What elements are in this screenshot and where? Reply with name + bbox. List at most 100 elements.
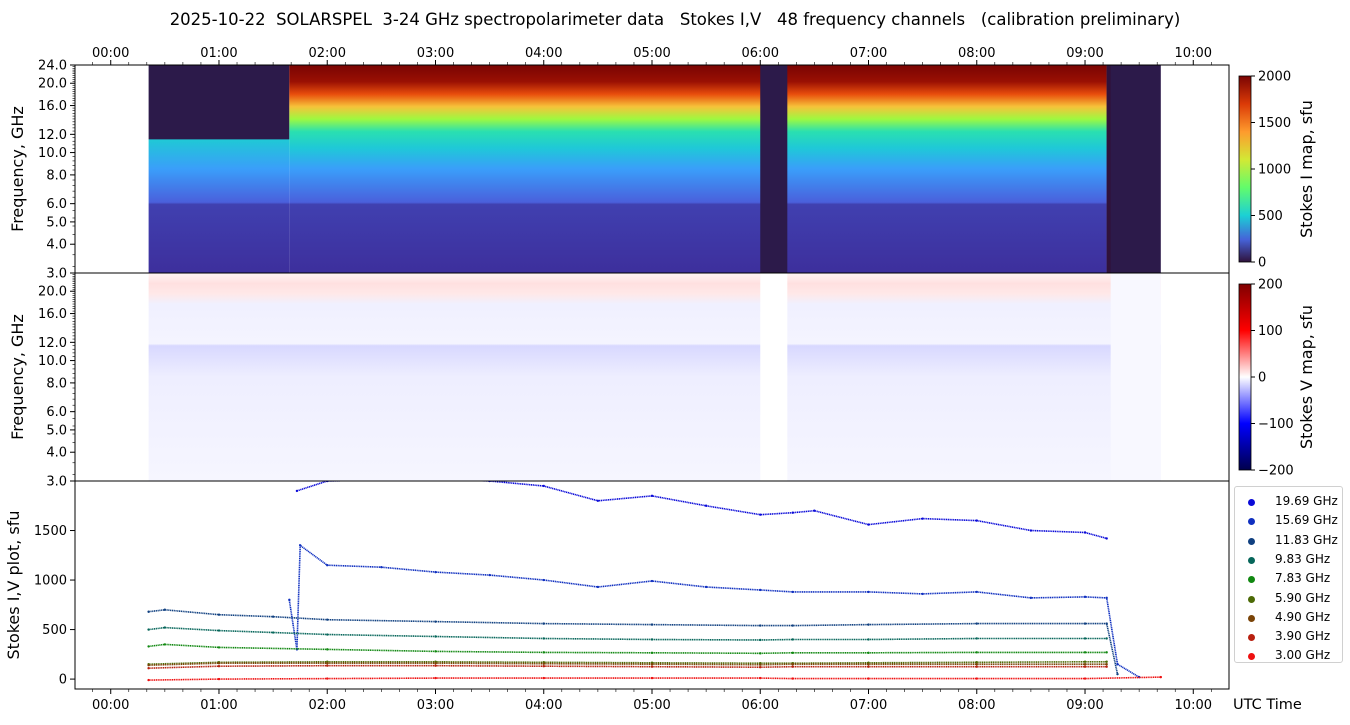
series-6-point-5 xyxy=(650,663,654,666)
xaxis-label: UTC Time xyxy=(1233,697,1302,713)
legend-marker xyxy=(1248,634,1255,642)
figure-title: 2025-10-22 SOLARSPEL 3-24 GHz spectropol… xyxy=(169,10,1181,29)
stokes-v-colorbar xyxy=(1238,283,1252,471)
series-1-point-16 xyxy=(1029,596,1033,600)
bottom-xtick-label-9: 09:00 xyxy=(1066,698,1103,713)
series-line-3 xyxy=(148,626,1107,641)
series-3-point-3 xyxy=(271,631,275,634)
legend-marker xyxy=(1248,576,1255,584)
series-1-point-15 xyxy=(975,590,978,594)
legend-item: 9.83 GHz xyxy=(1235,551,1343,570)
series-0-point-6 xyxy=(650,494,654,498)
series-0-point-9 xyxy=(791,511,794,514)
series-8-point-6 xyxy=(759,676,762,680)
legend-item: 15.69 GHz xyxy=(1235,512,1343,531)
legend-label: 7.83 GHz xyxy=(1275,571,1331,586)
stokes-v-ytick-label-8: 3.0 xyxy=(46,475,67,490)
series-8-point-3 xyxy=(434,676,437,680)
series-8-point-11 xyxy=(1159,675,1162,679)
stokes-v-ytick-label-1: 16.0 xyxy=(38,307,67,322)
series-5-point-10 xyxy=(1083,660,1087,663)
legend-marker xyxy=(1248,537,1255,545)
legend-label: 3.00 GHz xyxy=(1275,648,1331,663)
series-7-point-7 xyxy=(791,665,794,668)
series-4-point-6 xyxy=(650,651,654,655)
stokes-i-cbar-tick-label-2: 1000 xyxy=(1258,163,1291,178)
stokes-i-cbar-tick-label-1: 500 xyxy=(1258,209,1283,224)
profiles-panel xyxy=(74,480,1230,690)
series-7-point-2 xyxy=(326,664,329,667)
top-xtick-label-2: 02:00 xyxy=(309,46,346,61)
series-6-point-6 xyxy=(759,663,762,666)
profiles-ytick-label-0: 0 xyxy=(59,673,67,688)
legend-label: 11.83 GHz xyxy=(1275,532,1338,547)
stokes-i-heat-main xyxy=(289,65,1107,273)
series-8-point-5 xyxy=(650,676,654,680)
top-xtick-label-4: 04:00 xyxy=(525,46,562,61)
series-3-point-8 xyxy=(759,638,762,642)
series-6-point-10 xyxy=(1083,663,1087,666)
series-1-point-10 xyxy=(704,585,708,589)
series-4-point-7 xyxy=(759,652,762,655)
stokes-v-ytick-label-6: 5.0 xyxy=(46,423,67,438)
series-6-point-1 xyxy=(217,662,221,665)
legend-label: 3.90 GHz xyxy=(1275,629,1331,644)
stokes-i-gap-2 xyxy=(1106,65,1111,273)
top-xtick-label-1: 01:00 xyxy=(200,46,237,61)
series-6-point-4 xyxy=(542,662,545,665)
series-0-point-7 xyxy=(704,504,708,507)
series-1-point-0 xyxy=(288,598,291,602)
stokes-v-panel xyxy=(74,272,1230,482)
legend-marker xyxy=(1248,518,1255,526)
series-4-point-0 xyxy=(147,645,150,648)
top-xtick-label-7: 07:00 xyxy=(850,46,887,61)
stokes-i-heat-post xyxy=(1106,65,1161,273)
series-2-point-9 xyxy=(791,624,794,627)
series-8-point-9 xyxy=(975,677,978,680)
legend-item: 7.83 GHz xyxy=(1235,570,1343,589)
series-3-point-5 xyxy=(434,635,437,638)
legend-label: 4.90 GHz xyxy=(1275,609,1331,624)
series-3-point-1 xyxy=(163,626,167,629)
series-1-point-14 xyxy=(921,592,924,596)
legend-label: 9.83 GHz xyxy=(1275,551,1331,566)
legend-marker xyxy=(1248,595,1255,603)
top-xtick-label-0: 00:00 xyxy=(92,46,129,61)
series-8-point-4 xyxy=(542,676,545,680)
series-2-point-5 xyxy=(434,620,437,623)
stokes-v-gap-2 xyxy=(1110,273,1161,481)
series-line-5 xyxy=(148,660,1107,665)
stokes-i-colorbar xyxy=(1238,75,1252,263)
bottom-xtick-label-1: 01:00 xyxy=(200,698,237,713)
legend-label: 15.69 GHz xyxy=(1275,513,1338,528)
stokes-v-cbar-tick-label-0: 200 xyxy=(1258,278,1283,293)
series-1-point-12 xyxy=(791,590,794,594)
series-2-point-8 xyxy=(759,624,762,627)
series-7-point-6 xyxy=(759,666,762,669)
stokes-i-gap-1 xyxy=(760,65,788,273)
series-4-point-2 xyxy=(217,646,221,649)
stokes-v-ytick-label-3: 10.0 xyxy=(38,354,67,369)
series-0-point-14 xyxy=(1029,529,1033,532)
series-3-point-0 xyxy=(147,628,150,631)
series-2-point-6 xyxy=(542,622,545,625)
series-6-point-0 xyxy=(147,664,150,667)
stokes-i-cbar-tick-label-0: 0 xyxy=(1258,256,1266,271)
series-3-point-12 xyxy=(1083,637,1087,640)
series-6-point-8 xyxy=(867,663,870,666)
stokes-v-cbar-tick-label-2: 0 xyxy=(1258,371,1266,386)
series-0-point-0 xyxy=(295,489,299,493)
series-3-point-6 xyxy=(542,637,545,640)
stokes-v-cbar-tick-label-3: −100 xyxy=(1258,417,1294,432)
series-1-point-17 xyxy=(1083,595,1087,599)
series-2-point-7 xyxy=(650,623,654,626)
stokes-v-gap-1 xyxy=(760,273,788,481)
series-1-point-19 xyxy=(1116,663,1119,666)
series-7-point-5 xyxy=(650,665,654,668)
series-7-point-8 xyxy=(867,665,870,668)
stokes-i-ytick-label-7: 5.0 xyxy=(46,215,67,230)
top-xtick-label-8: 08:00 xyxy=(958,46,995,61)
series-3-point-11 xyxy=(975,637,978,640)
series-3-point-7 xyxy=(650,638,654,641)
stokes-i-cbar-tick-label-3: 1500 xyxy=(1258,116,1291,131)
